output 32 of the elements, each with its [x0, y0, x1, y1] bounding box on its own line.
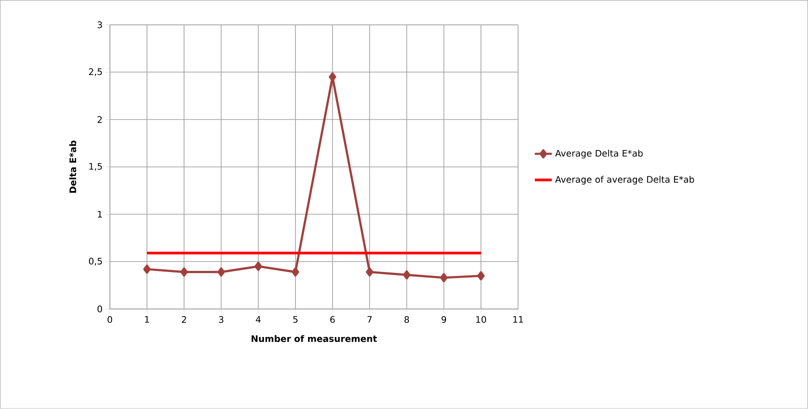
- y-tick-label: 1,5: [89, 163, 102, 171]
- point: [180, 268, 188, 277]
- point: [366, 268, 374, 277]
- x-tick-label: 8: [404, 316, 409, 324]
- y-tick-label: 2,5: [89, 68, 102, 76]
- x-tick-label: 11: [513, 316, 523, 323]
- y-tick-label: 0: [98, 306, 102, 312]
- point: [477, 271, 485, 280]
- x-tick-label: 1: [145, 316, 149, 323]
- x-tick-label: 9: [442, 316, 446, 324]
- x-axis-title: Number of measurement: [252, 335, 377, 342]
- y-tick-label: 0,5: [88, 258, 102, 266]
- legend-label: Average of average Delta E*ab: [555, 176, 694, 185]
- x-tick-label: 10: [476, 316, 486, 324]
- x-tick-label: 5: [293, 316, 298, 323]
- y-axis-title: Delta E*ab: [69, 140, 76, 193]
- x-tick-label: 7: [368, 316, 372, 323]
- point: [440, 273, 448, 282]
- x-tick-label: 4: [256, 316, 261, 323]
- x-tick-label: 3: [219, 316, 224, 324]
- x-tick-label: 0: [108, 316, 112, 324]
- point: [292, 268, 300, 277]
- y-tick-label: 3: [98, 22, 102, 28]
- x-tick-label: 2: [182, 316, 186, 323]
- y-tick-label: 1: [98, 211, 102, 218]
- point: [254, 262, 262, 272]
- y-tick-label: 2: [98, 116, 102, 123]
- point: [143, 264, 151, 274]
- point: [403, 270, 410, 280]
- x-tick-label: 6: [330, 316, 335, 324]
- point: [217, 268, 225, 277]
- legend-label: Average Delta E*ab: [555, 150, 643, 158]
